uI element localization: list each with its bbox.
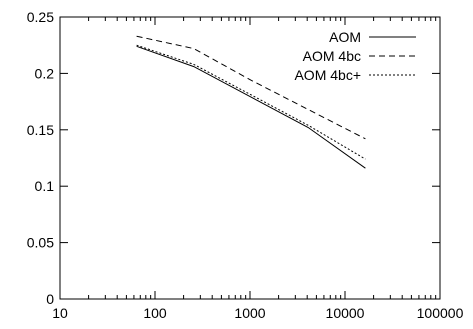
y-tick-label: 0.15 <box>27 122 54 138</box>
y-tick-label: 0.05 <box>27 235 54 251</box>
plot-frame <box>59 16 441 300</box>
y-tick-label: 0.25 <box>27 9 54 25</box>
legend-label: AOM 4bc <box>303 48 361 64</box>
series-line-2 <box>136 35 366 140</box>
legend: AOM AOM 4bc AOM 4bc+ <box>294 29 416 83</box>
x-tick-label: 10 <box>52 305 68 321</box>
y-tick-label: 0.2 <box>35 65 55 81</box>
series-line-1 <box>136 45 366 169</box>
axis-ticks <box>59 16 441 300</box>
x-tick-label: 10000 <box>326 305 365 321</box>
y-tick-label: 0.1 <box>35 178 55 194</box>
y-tick-label: 0 <box>46 291 54 307</box>
series-line-3 <box>136 44 366 160</box>
x-tick-label: 100 <box>143 305 167 321</box>
series-lines <box>136 35 366 169</box>
legend-label: AOM <box>329 29 361 45</box>
x-tick-label: 1000 <box>234 305 265 321</box>
tick-labels: 10 100 1000 10000 100000 0 0.05 0.1 0.15 0.2 0.25 <box>27 9 464 321</box>
x-tick-label: 100000 <box>417 305 464 321</box>
legend-label: AOM 4bc+ <box>294 67 361 83</box>
